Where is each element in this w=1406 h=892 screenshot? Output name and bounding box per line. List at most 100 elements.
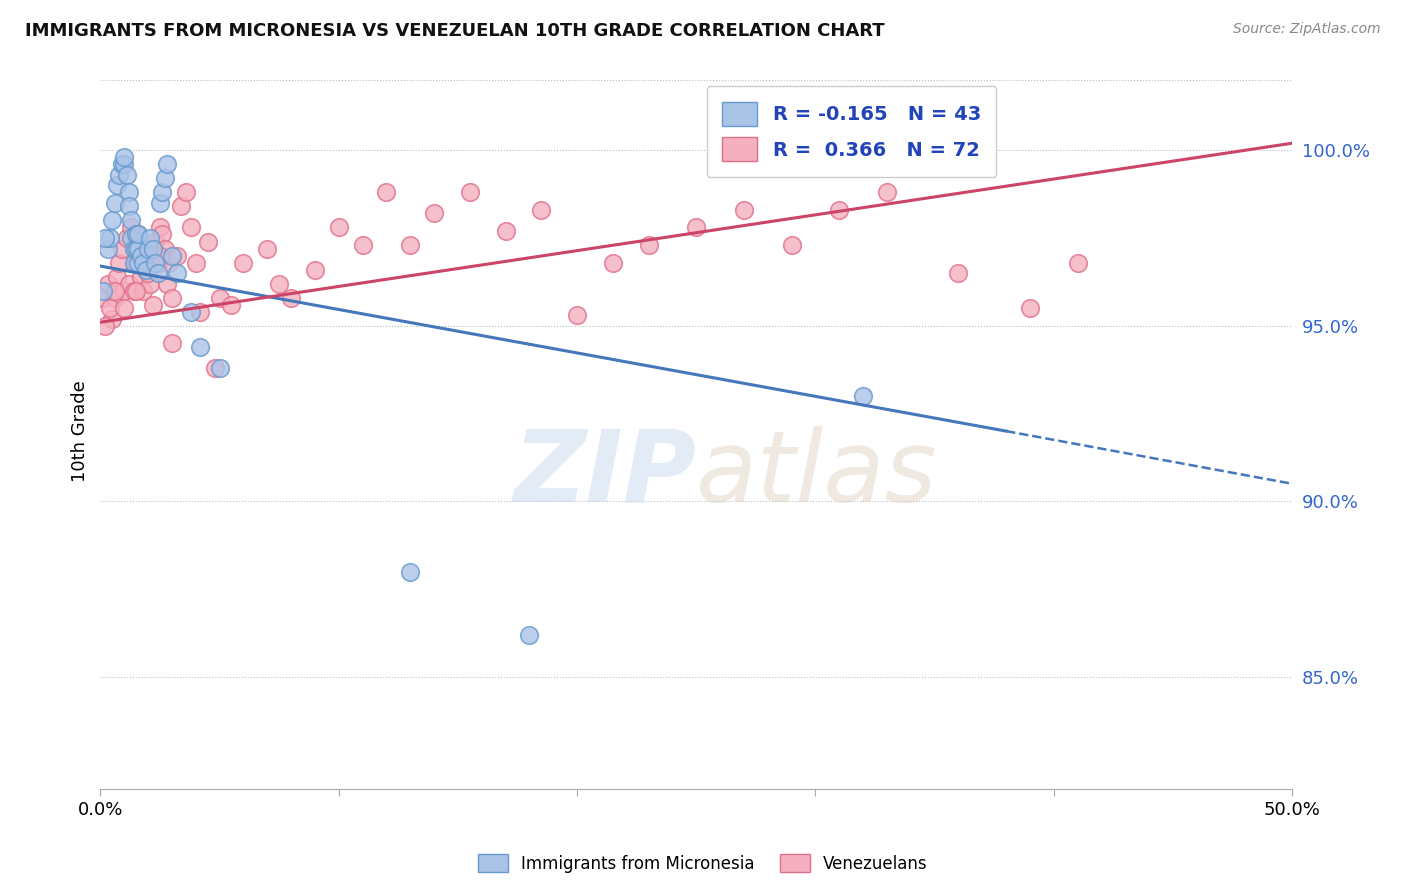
Point [149, 248, 172, 262]
Point [269, 277, 291, 291]
Point [1066, 255, 1088, 269]
Point [166, 266, 188, 280]
Point [105, 269, 128, 284]
Point [190, 340, 212, 354]
Text: IMMIGRANTS FROM MICRONESIA VS VENEZUELAN 10TH GRADE CORRELATION CHART: IMMIGRANTS FROM MICRONESIA VS VENEZUELAN… [25, 22, 884, 40]
Point [180, 220, 202, 235]
Point [94, 318, 117, 333]
Point [146, 255, 169, 269]
Point [115, 231, 138, 245]
Point [139, 277, 162, 291]
Point [328, 220, 350, 235]
Point [146, 266, 169, 280]
Point [876, 186, 898, 200]
Point [125, 227, 148, 242]
Point [948, 266, 970, 280]
Point [139, 231, 162, 245]
Point [149, 220, 172, 235]
Point [150, 227, 173, 242]
Point [136, 266, 159, 280]
Point [142, 242, 165, 256]
Point [828, 202, 851, 217]
Point [153, 171, 176, 186]
Point [120, 220, 142, 235]
Point [190, 304, 212, 318]
Point [105, 178, 128, 193]
Point [150, 186, 173, 200]
Point [132, 255, 155, 269]
Point [160, 291, 183, 305]
Point [129, 248, 152, 262]
Point [637, 238, 659, 252]
Legend: R = -0.165   N = 43, R =  0.366   N = 72: R = -0.165 N = 43, R = 0.366 N = 72 [706, 87, 997, 177]
Point [197, 235, 219, 249]
Point [127, 255, 149, 269]
Point [304, 262, 326, 277]
Point [602, 255, 624, 269]
Text: ZIP: ZIP [513, 425, 696, 523]
Point [232, 255, 254, 269]
Legend: Immigrants from Micronesia, Venezuelans: Immigrants from Micronesia, Venezuelans [471, 847, 935, 880]
Point [166, 248, 188, 262]
Point [184, 255, 207, 269]
Point [375, 186, 398, 200]
Point [143, 255, 166, 269]
Point [143, 235, 166, 249]
Point [685, 220, 707, 235]
Point [156, 157, 179, 171]
Point [352, 238, 374, 252]
Point [122, 284, 145, 298]
Point [91, 284, 114, 298]
Point [136, 248, 159, 262]
Point [530, 202, 553, 217]
Point [111, 242, 134, 256]
Point [153, 242, 176, 256]
Point [112, 157, 135, 171]
Point [221, 298, 243, 312]
Point [458, 186, 481, 200]
Point [256, 242, 278, 256]
Point [112, 150, 135, 164]
Point [122, 255, 145, 269]
Point [91, 291, 114, 305]
Point [101, 213, 124, 227]
Point [118, 186, 141, 200]
Point [135, 262, 157, 277]
Point [96, 242, 118, 256]
Point [780, 238, 803, 252]
Point [112, 301, 135, 316]
Point [98, 301, 121, 316]
Point [565, 308, 588, 322]
Point [280, 291, 302, 305]
Point [127, 227, 149, 242]
Point [135, 262, 157, 277]
Point [136, 242, 159, 256]
Point [125, 255, 148, 269]
Point [733, 202, 755, 217]
Point [115, 168, 138, 182]
Point [122, 242, 145, 256]
Point [132, 284, 155, 298]
Point [159, 255, 181, 269]
Point [108, 168, 131, 182]
Point [149, 195, 172, 210]
Point [495, 224, 517, 238]
Point [94, 231, 117, 245]
Point [180, 304, 202, 318]
Y-axis label: 10th Grade: 10th Grade [72, 380, 89, 482]
Point [112, 284, 135, 298]
Point [129, 269, 152, 284]
Point [120, 213, 142, 227]
Point [127, 242, 149, 256]
Point [208, 360, 231, 375]
Point [852, 389, 875, 403]
Point [111, 157, 134, 171]
Point [96, 277, 118, 291]
Point [108, 255, 131, 269]
Point [127, 248, 149, 262]
Point [98, 231, 121, 245]
Point [1019, 301, 1042, 316]
Point [104, 291, 127, 305]
Point [519, 628, 541, 642]
Point [127, 227, 149, 242]
